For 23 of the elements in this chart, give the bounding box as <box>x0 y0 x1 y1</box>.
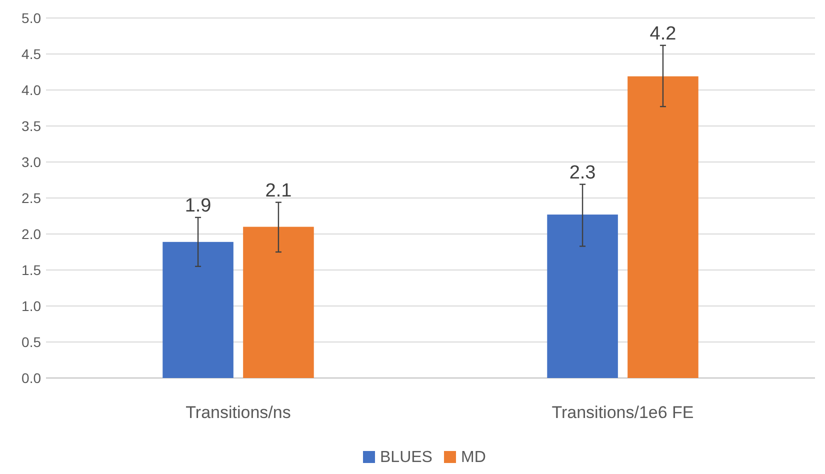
y-tick-label: 0.5 <box>22 334 42 350</box>
y-tick-label: 3.0 <box>22 154 42 170</box>
y-tick-label: 4.5 <box>22 46 42 62</box>
bar <box>628 76 698 378</box>
legend-label: MD <box>461 449 486 466</box>
legend-label: BLUES <box>380 449 432 466</box>
bar <box>162 242 234 378</box>
bar <box>243 226 314 378</box>
y-tick-label: 1.0 <box>22 298 42 314</box>
x-tick-label: Transitions/1e6 FE <box>552 403 694 422</box>
bar <box>547 214 618 378</box>
y-tick-label: 1.5 <box>22 262 42 278</box>
data-label: 4.2 <box>650 23 676 44</box>
y-tick-label: 3.5 <box>22 118 42 134</box>
data-label: 1.9 <box>184 195 212 216</box>
y-tick-label: 2.0 <box>22 226 42 242</box>
y-tick-label: 4.0 <box>22 82 42 98</box>
y-tick-label: 5.0 <box>22 10 42 26</box>
data-label: 2.3 <box>569 162 596 184</box>
x-tick-label: Transitions/ns <box>186 403 291 422</box>
y-tick-label: 0.0 <box>22 370 42 386</box>
y-tick-label: 2.5 <box>22 190 42 206</box>
data-label: 2.1 <box>265 180 292 202</box>
